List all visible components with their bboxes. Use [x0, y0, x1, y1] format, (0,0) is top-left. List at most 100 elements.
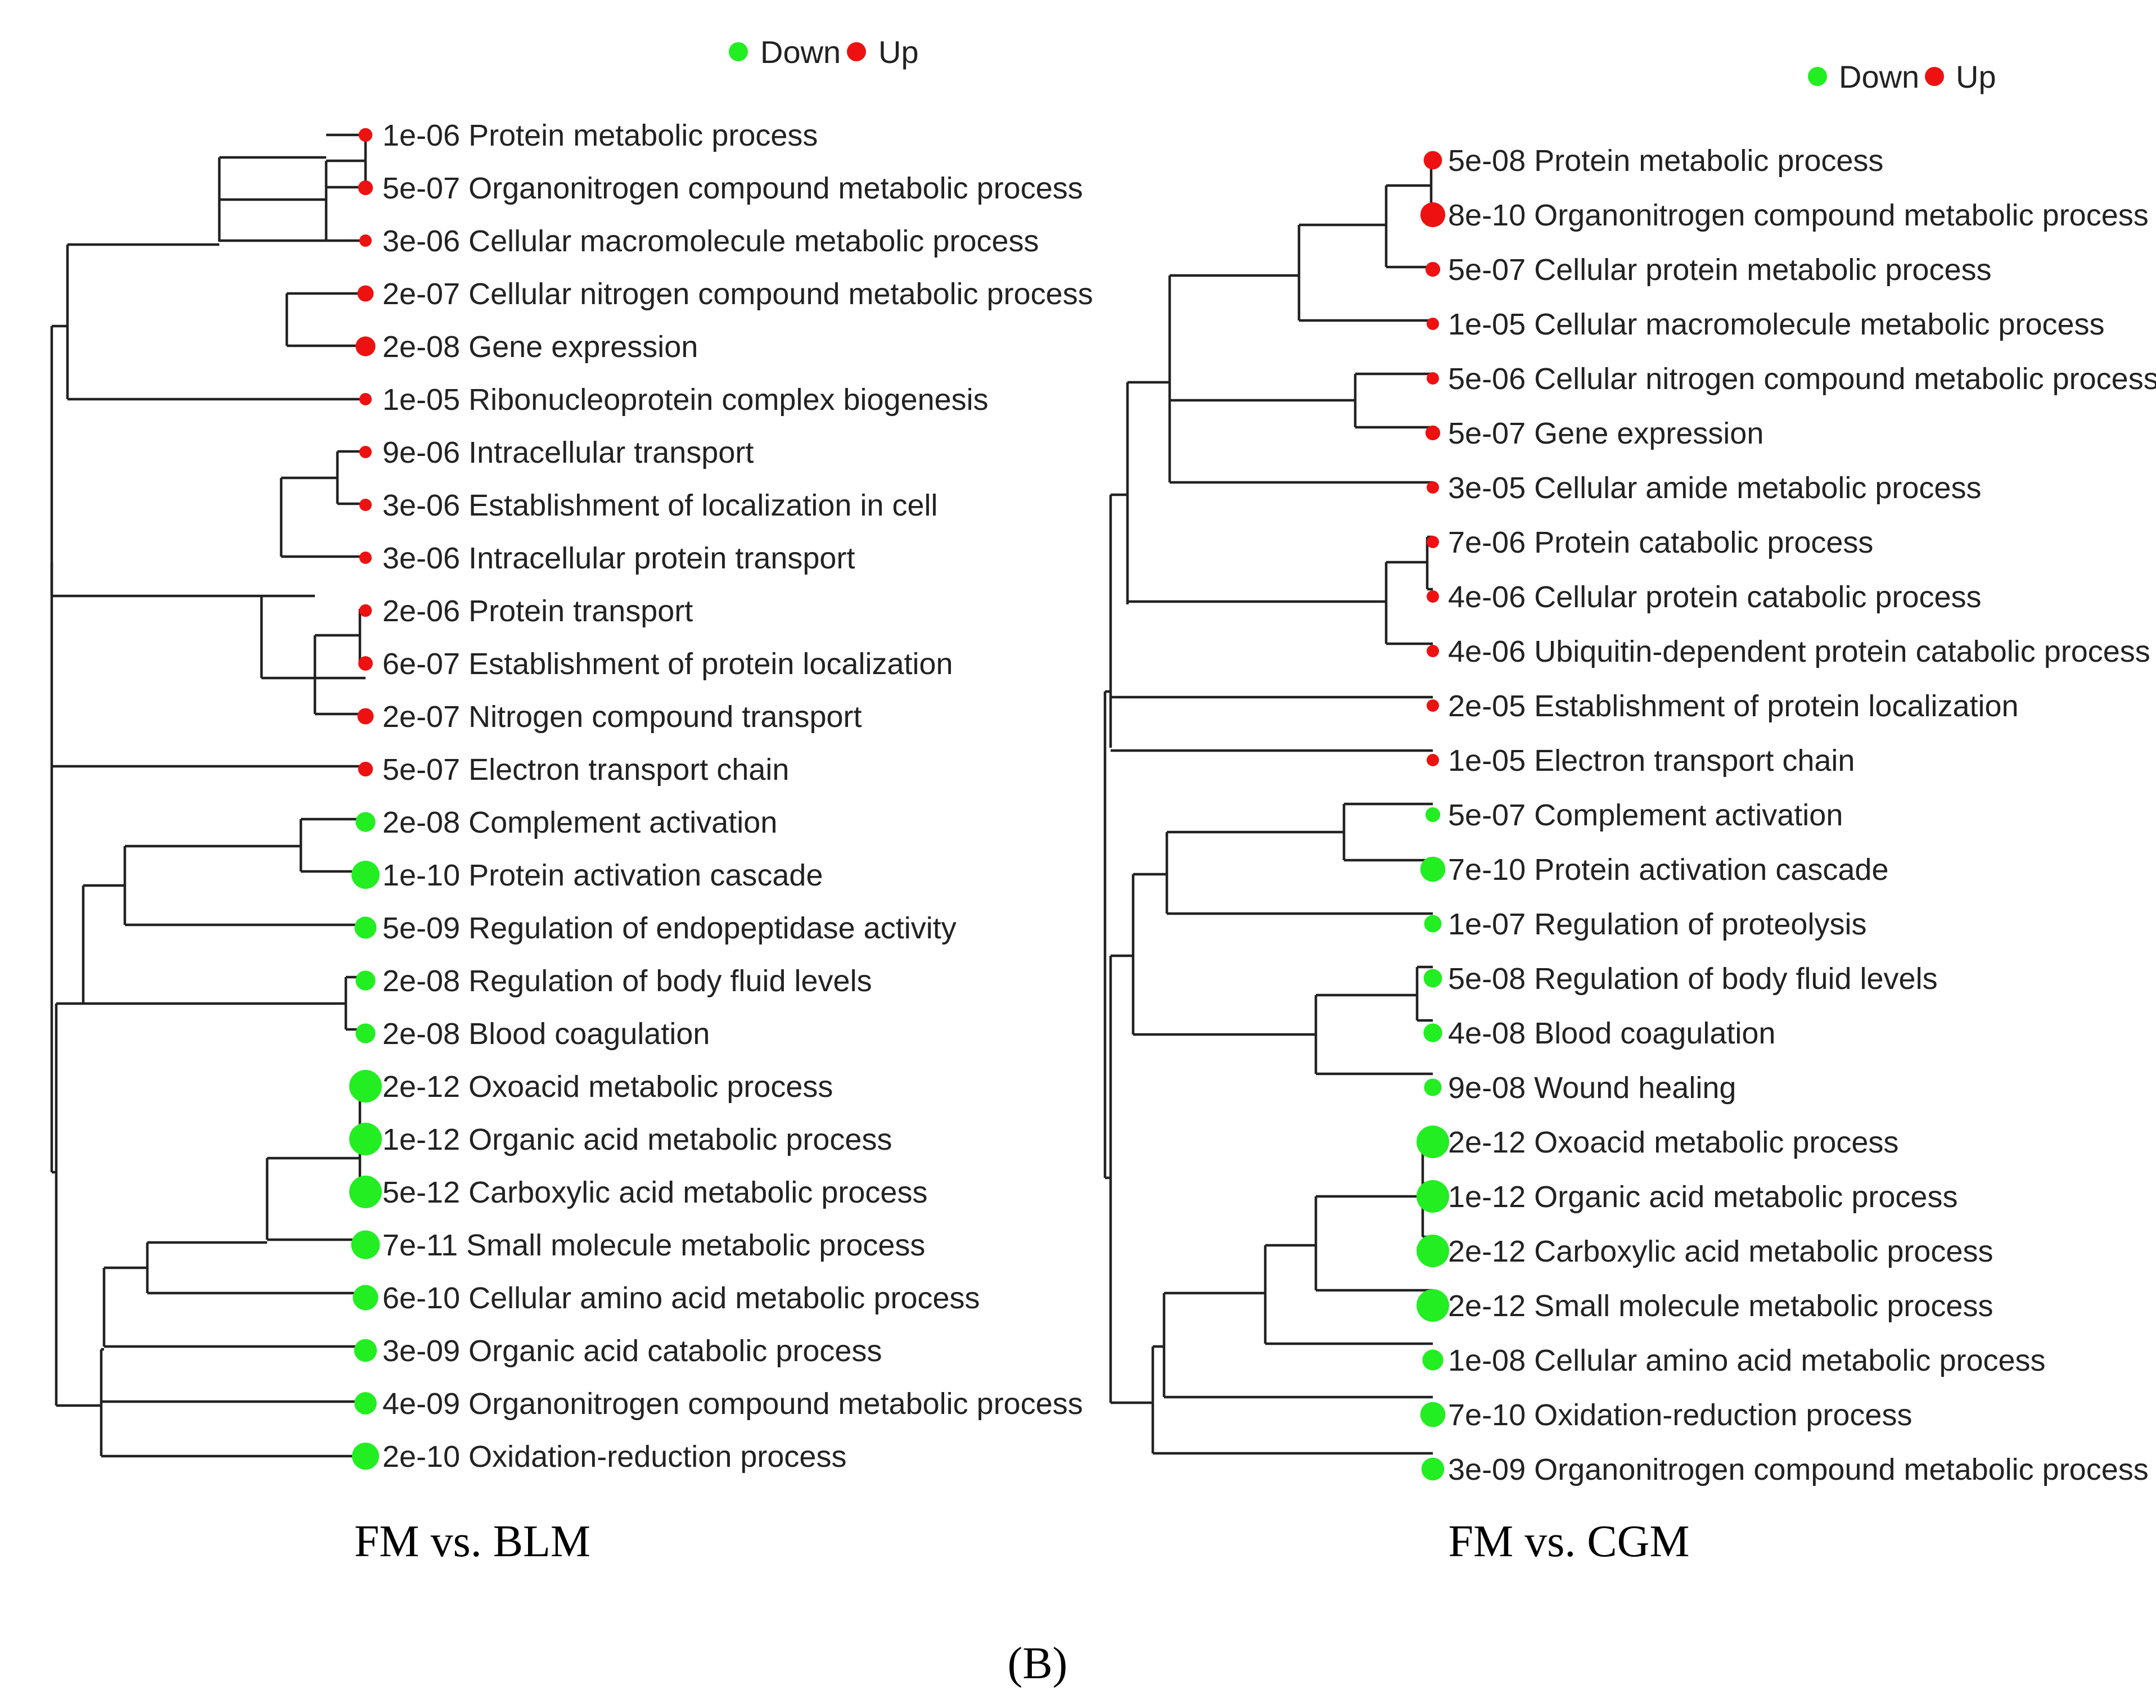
leaf-dot-up — [1427, 754, 1439, 766]
leaf-label: 2e-12 Oxoacid metabolic process — [1448, 1126, 1898, 1159]
leaf-dot-down — [1423, 969, 1442, 988]
leaf-label: 6e-10 Cellular amino acid metabolic proc… — [382, 1281, 980, 1315]
leaf-label: 3e-06 Intracellular protein transport — [382, 541, 855, 575]
leaf-dot-up — [1425, 425, 1441, 441]
leaf-dot-up — [359, 234, 372, 247]
leaf-label: 2e-08 Gene expression — [382, 330, 698, 364]
leaf-label: 4e-08 Blood coagulation — [1448, 1016, 1775, 1050]
leaf-dot-down — [1417, 1180, 1449, 1213]
leaf-label: 3e-09 Organic acid catabolic process — [382, 1334, 882, 1368]
leaf-dot-down — [1417, 1289, 1449, 1322]
leaf-dot-up — [358, 180, 373, 196]
leaf-label: 2e-12 Carboxylic acid metabolic process — [1448, 1235, 1993, 1268]
leaf-label: 8e-10 Organonitrogen compound metabolic … — [1448, 198, 2149, 232]
leaf-dot-down — [349, 1070, 382, 1102]
leaf-label: 1e-05 Cellular macromolecule metabolic p… — [1448, 308, 2105, 341]
leaf-dot-down — [1424, 915, 1442, 933]
leaf-dot-up — [1427, 481, 1439, 494]
leaf-dot-down — [349, 1176, 382, 1208]
leaf-dot-down — [1424, 1078, 1442, 1096]
leaf-label: 6e-07 Establishment of protein localizat… — [382, 647, 953, 681]
leaf-label: 9e-06 Intracellular transport — [382, 436, 754, 469]
leaf-label: 2e-07 Nitrogen compound transport — [382, 700, 862, 734]
leaf-dot-up — [355, 336, 376, 356]
leaf-dot-up — [358, 761, 373, 777]
leaf-dot-up — [357, 708, 374, 725]
leaf-label: 9e-08 Wound healing — [1448, 1071, 1736, 1105]
leaf-label: 2e-12 Oxoacid metabolic process — [382, 1070, 833, 1104]
leaf-dot-down — [353, 1285, 378, 1311]
leaf-label: 4e-06 Ubiquitin-dependent protein catabo… — [1448, 635, 2150, 668]
dendrogram-panel-cgm: 5e-08 Protein metabolic process 8e-10 Org… — [1103, 144, 2156, 1566]
leaf-label: 1e-12 Organic acid metabolic process — [1448, 1180, 1957, 1214]
leaf-dot-up — [359, 393, 372, 405]
leaf-dot-down — [351, 861, 380, 889]
leaf-dot-up — [1425, 261, 1441, 277]
leaf-label: 2e-08 Regulation of body fluid levels — [382, 964, 872, 998]
leaf-dot-down — [355, 1023, 376, 1043]
leaf-label: 5e-09 Regulation of endopeptidase activi… — [382, 911, 957, 945]
legend-up-dot — [847, 42, 866, 61]
leaf-label: 5e-07 Cellular protein metabolic process — [1448, 253, 1992, 287]
legend-down-dot — [1808, 67, 1827, 86]
leaf-dot-down — [355, 812, 376, 832]
leaf-label: 7e-10 Protein activation cascade — [1448, 853, 1888, 887]
legend-down-label: Down — [760, 34, 841, 70]
leaf-label: 1e-05 Electron transport chain — [1448, 744, 1855, 778]
leaf-label: 2e-05 Establishment of protein localizat… — [1448, 689, 2019, 723]
leaf-dot-down — [1425, 807, 1441, 823]
panel-title-blm: FM vs. BLM — [354, 1517, 590, 1566]
leaf-dot-down — [355, 970, 376, 991]
dendrogram-panel-blm: 1e-06 Protein metabolic process 5e-07 Org… — [50, 119, 1093, 1566]
leaf-dot-up — [1427, 645, 1439, 657]
leaf-dot-up — [1427, 372, 1439, 385]
legend-down-label: Down — [1839, 59, 1919, 94]
leaf-label: 1e-10 Protein activation cascade — [382, 858, 823, 892]
leaf-dot-up — [1427, 590, 1439, 603]
legend-right: Down Up — [1808, 59, 1996, 94]
leaf-dot-down — [1423, 1023, 1442, 1042]
leaf-dot-down — [1417, 1126, 1449, 1158]
leaf-dot-down — [1417, 1235, 1449, 1267]
leaf-dot-up — [1427, 699, 1439, 712]
leaf-label: 2e-08 Blood coagulation — [382, 1017, 710, 1051]
leaf-label: 5e-07 Gene expression — [1448, 417, 1763, 450]
leaf-label: 2e-07 Cellular nitrogen compound metabol… — [382, 277, 1093, 311]
leaf-label: 3e-06 Cellular macromolecule metabolic p… — [382, 224, 1039, 258]
leaf-dot-up — [357, 285, 374, 302]
leaf-label: 1e-12 Organic acid metabolic process — [382, 1123, 892, 1156]
leaf-list: 1e-06 Protein metabolic process 5e-07 Org… — [349, 119, 1093, 1474]
dendrogram-branches — [1103, 159, 1433, 1455]
leaf-dot-down — [354, 916, 377, 939]
leaf-label: 5e-08 Protein metabolic process — [1448, 144, 1883, 178]
leaf-label: 5e-07 Complement activation — [1448, 798, 1843, 832]
leaf-label: 7e-06 Protein catabolic process — [1448, 526, 1873, 559]
figure-caption: (B) — [1008, 1639, 1068, 1688]
panel-title-cgm: FM vs. CGM — [1448, 1517, 1689, 1566]
leaf-dot-up — [358, 128, 373, 142]
leaf-dot-down — [354, 1339, 377, 1362]
leaf-dot-up — [359, 499, 372, 511]
leaf-label: 2e-06 Protein transport — [382, 594, 693, 628]
leaf-dot-down — [1422, 1349, 1444, 1371]
leaf-dot-down — [1420, 1402, 1446, 1427]
leaf-dot-down — [354, 1392, 377, 1415]
leaf-label: 2e-10 Oxidation-reduction process — [382, 1440, 846, 1474]
leaf-label: 1e-05 Ribonucleoprotein complex biogenes… — [382, 383, 989, 417]
leaf-dot-up — [359, 604, 372, 617]
leaf-label: 2e-12 Small molecule metabolic process — [1448, 1289, 1993, 1323]
leaf-label: 2e-08 Complement activation — [382, 806, 777, 839]
leaf-label: 1e-07 Regulation of proteolysis — [1448, 907, 1866, 941]
leaf-label: 3e-09 Organonitrogen compound metabolic … — [1448, 1453, 2149, 1486]
leaf-label: 3e-05 Cellular amide metabolic process — [1448, 471, 1981, 505]
leaf-label: 5e-12 Carboxylic acid metabolic process — [382, 1176, 927, 1209]
leaf-dot-up — [1420, 202, 1446, 228]
leaf-label: 5e-07 Electron transport chain — [382, 753, 789, 787]
legend-left: Down Up — [729, 34, 919, 70]
leaf-dot-down — [349, 1123, 382, 1155]
leaf-dot-up — [359, 446, 372, 458]
legend-up-dot — [1925, 67, 1944, 86]
leaf-label: 5e-08 Regulation of body fluid levels — [1448, 962, 1938, 996]
leaf-dot-down — [1421, 1457, 1445, 1481]
